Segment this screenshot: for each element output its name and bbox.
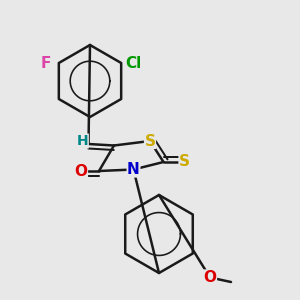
Text: O: O [203, 270, 217, 285]
Text: H: H [77, 134, 88, 148]
Text: S: S [145, 134, 155, 148]
Text: F: F [40, 56, 50, 70]
Text: S: S [179, 154, 190, 169]
Text: O: O [74, 164, 88, 178]
Text: N: N [127, 162, 140, 177]
Text: Cl: Cl [125, 56, 141, 70]
